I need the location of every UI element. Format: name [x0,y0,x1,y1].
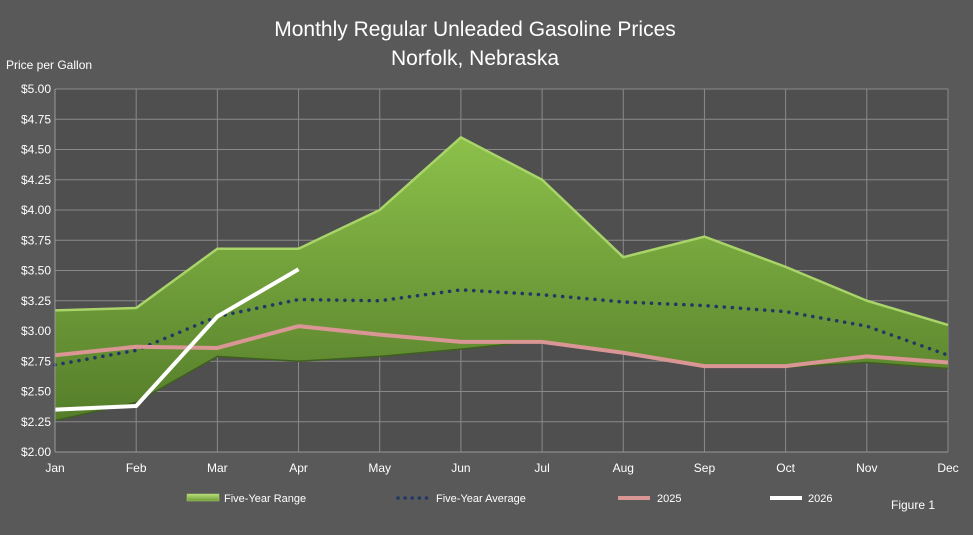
y-tick-label: $4.75 [21,112,51,126]
legend-label-five-year-range: Five-Year Range [224,493,306,505]
y-tick-label: $3.25 [21,294,51,308]
y-tick-label: $2.50 [21,385,51,399]
series-line-2025 [54,324,949,369]
y-tick-label: $2.75 [21,354,51,368]
y-tick-label: $3.50 [21,264,51,278]
five-year-range-high-edge [54,135,949,327]
y-tick-label: $2.25 [21,415,51,429]
y-tick-label: $4.25 [21,173,51,187]
y-tick-label: $3.75 [21,233,51,247]
x-tick-label: Dec [937,461,958,475]
legend-label-five-year-average: Five-Year Average [436,493,526,505]
y-tick-label: $3.00 [21,324,51,338]
five-year-range-low-edge [54,339,949,422]
legend-swatch-five-year-range [186,493,220,502]
y-tick-label: $2.00 [21,445,51,459]
x-tick-label: Jan [45,461,64,475]
five-year-range-band [55,137,948,421]
x-tick-label: Jun [451,461,470,475]
y-tick-label: $4.00 [21,203,51,217]
series-line-2026 [54,267,300,412]
x-tick-label: Nov [856,461,877,475]
x-tick-label: Mar [207,461,228,475]
chart-title: Monthly Regular Unleaded Gasoline Prices [274,18,676,41]
x-tick-label: May [368,461,391,475]
y-axis-label: Price per Gallon [6,58,93,72]
x-tick-label: Jul [534,461,549,475]
x-tick-label: Apr [289,461,308,475]
chart-subtitle: Norfolk, Nebraska [390,47,560,70]
y-tick-label: $4.50 [21,143,51,157]
x-tick-label: Feb [126,461,147,475]
y-tick-label: $5.00 [21,82,51,96]
legend-label-2026: 2026 [808,493,832,505]
x-tick-label: Aug [613,461,634,475]
x-tick-label: Sep [694,461,716,475]
x-tick-label: Oct [776,461,795,475]
figure-label: Figure 1 [891,498,936,512]
legend-label-2025: 2025 [657,493,681,505]
